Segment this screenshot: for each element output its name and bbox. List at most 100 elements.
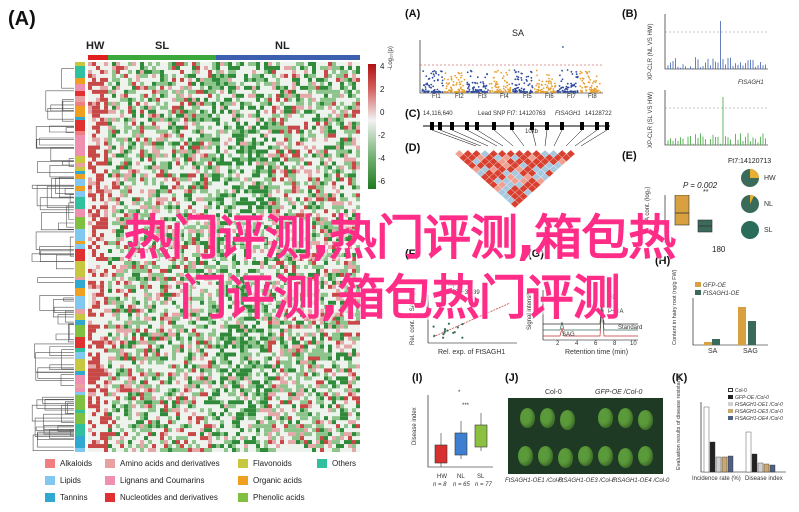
c-scale: 10kb (525, 129, 539, 135)
h-barchart (692, 298, 768, 346)
i-group-nl: NL (457, 474, 465, 480)
chr-ft6: Ft6 (545, 94, 554, 100)
panel-label-a: (A) (405, 8, 421, 20)
j-bottom-oe4: FtSAGH1-OE4 /Col-0 (612, 478, 670, 484)
k-barchart (700, 402, 786, 473)
group-bar-sl (108, 55, 216, 60)
i-sig-1: * (458, 390, 461, 396)
chr-ft4: Ft4 (500, 94, 509, 100)
scale-tick-m6: -6 (378, 177, 386, 186)
j-top-gfp: GFP-OE /Col-0 (595, 389, 643, 396)
manhattan-ylabel: -Log₁₀(p) (388, 46, 394, 70)
ld-heatmap (454, 149, 576, 209)
chr-ft3: Ft3 (478, 94, 487, 100)
panel-label-b: (B) (622, 8, 638, 20)
legend-alkaloids: Alkaloids (45, 459, 92, 468)
fthagh1-label: FtSAGH1 (738, 80, 764, 86)
g-tick-2: 2 (556, 341, 560, 347)
overlay-text-line-2: 门评测,箱包热门评测 (179, 270, 620, 326)
scale-tick-m4: -4 (378, 154, 386, 163)
c-gene: FtSAGH1 (555, 111, 581, 117)
legend-flavonoids: Flavonoids (238, 459, 292, 468)
panel-label-f: (F) (405, 248, 420, 260)
pie-nl (741, 195, 759, 213)
chr-ft8: Ft8 (588, 94, 597, 100)
g-peak-psa: P+SA (608, 309, 624, 315)
j-top-col0: Col-0 (545, 389, 562, 396)
group-label-nl: NL (275, 40, 290, 52)
legend-nucleotides: Nucleotides and derivatives (105, 493, 218, 502)
e-sig: ** (703, 189, 709, 196)
chr-ft2: Ft2 (455, 94, 464, 100)
manhattan-plot (419, 40, 603, 94)
k-cat-disease: Disease index (745, 476, 783, 482)
overlay-text-line-1: 热门评测,热门评测,箱包热 (123, 210, 676, 266)
group-bar-hw (88, 55, 108, 60)
g-tick-4: 4 (575, 341, 579, 347)
group-label-sl: SL (155, 40, 170, 52)
h-legend-gfp: GFP-OE (695, 282, 726, 289)
k-legend-oe4: FtSAGH1-OE4 /Col-0 (728, 416, 783, 422)
pie-label-hw: HW (764, 175, 776, 182)
color-scale (368, 64, 376, 189)
panel-label-e: (E) (622, 150, 637, 162)
f-eq: y=1.86x+3.639 (440, 290, 480, 296)
panel-label-h: (H) (655, 255, 671, 267)
pie-sl (741, 221, 759, 239)
h-legend-oe: FtSAGH1-OE (695, 290, 739, 297)
group-bar (88, 55, 360, 60)
e-snp-label: Ft7:14120713 (728, 158, 772, 165)
legend-organic-acids: Organic acids (238, 476, 302, 485)
panel-label-k: (K) (672, 372, 688, 384)
g-tick-6: 6 (594, 341, 598, 347)
category-strip (75, 62, 85, 452)
j-bottom-oe3: FtSAGH1-OE3 /Col-0 (558, 478, 616, 484)
g-xlabel: Retention time (min) (565, 349, 629, 356)
xpclr-sl-ylabel: XP-CLR (SL VS HW) (648, 91, 654, 148)
i-n-sl: n = 77 (475, 482, 492, 488)
i-ylabel: Disease index (412, 407, 418, 445)
k-cat-incidence: Incidence rate (%) (692, 476, 741, 482)
f-legend: Hap.A (445, 282, 462, 288)
i-n-nl: n = 65 (453, 482, 470, 488)
panel-label-c: (C) (405, 108, 421, 120)
j-bottom-oe1: FtSAGH1-OE1 /Col-0 (505, 478, 563, 484)
g-tick-10: 10 (630, 341, 637, 347)
i-group-sl: SL (477, 474, 485, 480)
legend-others: Others (317, 459, 356, 468)
k-legend-oe3: FtSAGH1-OE3 /Col-0 (728, 409, 783, 415)
j-leaf-photo (508, 398, 663, 474)
k-legend-col0: Col-0 (728, 388, 747, 394)
group-label-hw: HW (86, 40, 105, 52)
scale-tick-2: 2 (380, 85, 385, 94)
h-cat-sag: SAG (743, 348, 758, 355)
e-extra: 180 (712, 245, 726, 254)
i-boxplot (427, 395, 493, 468)
gene-structure (423, 122, 610, 147)
chr-ft1: Ft1 (432, 94, 441, 100)
pie-label-nl: NL (764, 201, 773, 208)
heatmap (88, 62, 360, 452)
g-peak-sag: SAG (562, 332, 575, 338)
g-tick-8: 8 (613, 341, 617, 347)
g-peak-standard: Standard (618, 325, 643, 331)
panel-label-g: (G) (528, 248, 544, 260)
xpclr-plots (664, 14, 768, 146)
pie-label-sl: SL (764, 227, 773, 234)
c-left-pos: 14,116,640 (423, 111, 453, 117)
e-pvalue: P = 0.002 (683, 181, 718, 190)
k-ylabel: Evaluation results of disease resistance (676, 373, 682, 470)
k-legend-gfp: GFP-OE /Col-0 (728, 395, 769, 401)
e-boxplot (664, 195, 713, 243)
legend-lignans: Lignans and Coumarins (105, 476, 205, 485)
panel-label-j: (J) (505, 372, 519, 384)
legend-amino-acids: Amino acids and derivatives (105, 459, 220, 468)
pie-hw (741, 169, 759, 187)
scale-tick-m2: -2 (378, 131, 386, 140)
manhattan-title: SA (512, 28, 525, 38)
g-peak-sa: SA (610, 295, 619, 301)
legend-phenolic-acids: Phenolic acids (238, 493, 305, 502)
i-group-hw: HW (437, 474, 447, 480)
dendrogram (31, 68, 74, 451)
h-cat-sa: SA (708, 348, 718, 355)
